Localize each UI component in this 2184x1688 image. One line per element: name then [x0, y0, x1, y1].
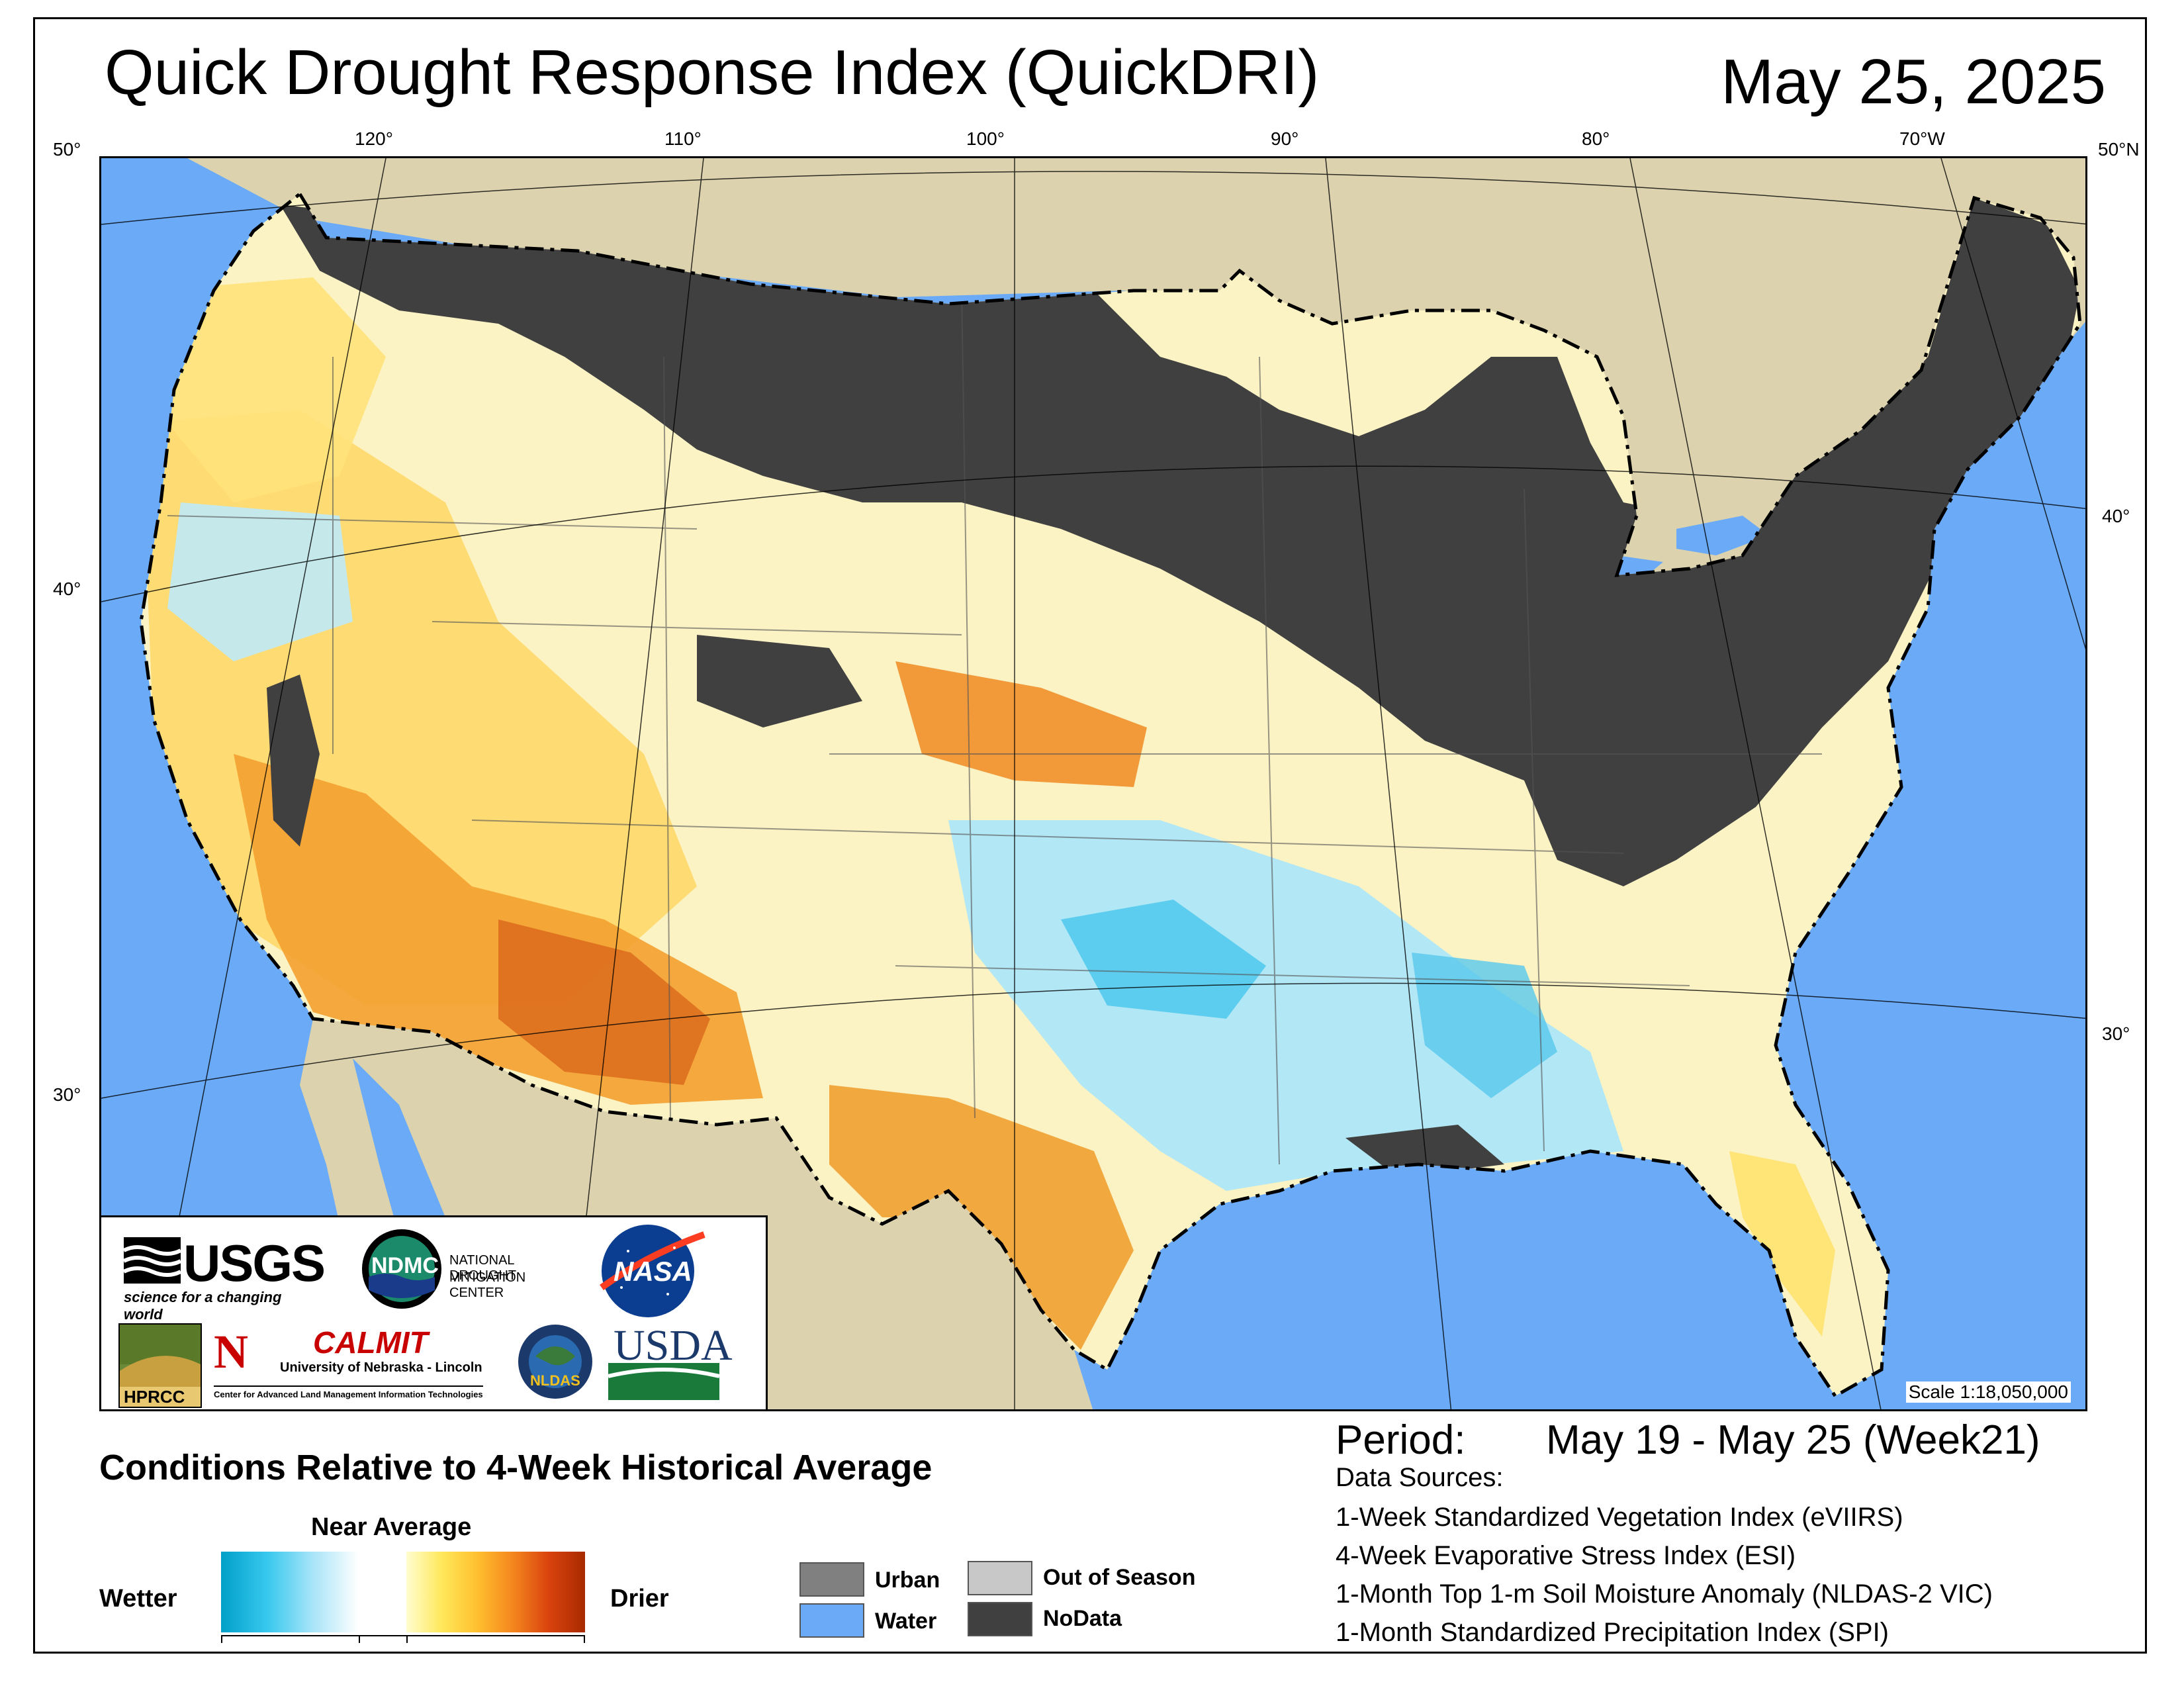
period-value: May 19 - May 25 (Week21): [1546, 1417, 2040, 1463]
drought-area-plains: [895, 661, 1147, 787]
data-source-item: 1-Week Standardized Vegetation Index (eV…: [1336, 1503, 1903, 1532]
legend-tick: [221, 1635, 222, 1643]
ndmc-seal-icon: [362, 1229, 441, 1309]
legend-label-water: Water: [875, 1609, 937, 1634]
legend-label-urban: Urban: [875, 1568, 940, 1593]
legend-tick: [584, 1635, 585, 1643]
drought-area-southwest-core: [498, 919, 710, 1085]
legend-swatch-water: [799, 1603, 864, 1638]
lon-label-70w: 70°W: [1899, 128, 1945, 149]
lat-label-50-left: 50°: [53, 139, 81, 160]
nodata-nevada-patch: [267, 675, 320, 847]
legend-wetter-ramp: [221, 1552, 359, 1632]
nasa-meatball-icon: [600, 1225, 705, 1317]
wet-area-mississippi: [1412, 953, 1557, 1098]
nldas-globe-icon: [518, 1325, 592, 1399]
nldas-wordmark: NLDAS: [530, 1372, 580, 1389]
lat-label-30-left: 30°: [53, 1084, 81, 1105]
legend-label-out-of-season: Out of Season: [1043, 1565, 1196, 1590]
ndmc-acronym: NDMC: [371, 1253, 439, 1278]
drought-area-texas: [829, 1085, 1134, 1350]
nodata-colorado-patch: [697, 635, 862, 727]
legend-label-nodata: NoData: [1043, 1606, 1122, 1631]
lat-label-50n-right: 50°N: [2098, 139, 2140, 160]
usgs-logo: USGS science for a changing world: [124, 1234, 326, 1323]
nldas-logo: NLDAS: [516, 1317, 595, 1407]
legend-near-average: Near Average: [311, 1513, 472, 1541]
legend-swatch-nodata: [968, 1602, 1032, 1636]
hprcc-landscape-icon: [120, 1325, 201, 1407]
lon-label-90: 90°: [1271, 128, 1299, 149]
legend-swatch-out-of-season: [968, 1561, 1032, 1595]
legend-axis: [221, 1635, 585, 1636]
hprcc-wordmark: HPRCC: [124, 1387, 185, 1407]
data-sources-label: Data Sources:: [1336, 1463, 1504, 1492]
lon-label-100: 100°: [966, 128, 1005, 149]
legend-wetter: Wetter: [99, 1585, 177, 1613]
legend-tick: [359, 1635, 360, 1643]
hprcc-logo: HPRCC: [118, 1323, 202, 1408]
nodata-north: [280, 198, 2080, 886]
calmit-fullname: Center for Advanced Land Management Info…: [214, 1385, 483, 1399]
lat-label-30-right: 30°: [2102, 1023, 2130, 1044]
ndmc-name-line1: NATIONAL DROUGHT: [449, 1253, 517, 1283]
nasa-logo: NASA: [595, 1221, 714, 1327]
drought-area-florida: [1729, 1151, 1835, 1336]
lon-label-80: 80°: [1582, 128, 1610, 149]
state-boundaries: [167, 290, 1822, 1165]
lat-label-40-right: 40°: [2102, 506, 2130, 526]
legend-tick: [406, 1635, 408, 1643]
calmit-university: University of Nebraska - Lincoln: [280, 1360, 482, 1375]
legend-swatch-urban: [799, 1562, 864, 1597]
usda-field-icon: [608, 1363, 719, 1400]
lon-label-110: 110°: [664, 128, 702, 149]
unl-n-icon: N: [214, 1325, 248, 1378]
ndmc-logo: NDMC NATIONAL DROUGHT MITIGATION CENTER: [359, 1227, 558, 1309]
wet-area-core: [1061, 900, 1266, 1019]
lat-label-40-left: 40°: [53, 579, 81, 599]
map-scale: Scale 1:18,050,000: [1905, 1382, 2071, 1403]
drought-map[interactable]: Scale 1:18,050,000: [99, 156, 2087, 1411]
data-source-item: 4-Week Evaporative Stress Index (ESI): [1336, 1541, 1796, 1570]
drought-area-northwest: [154, 277, 386, 502]
calmit-logo: N CALMIT University of Nebraska - Lincol…: [214, 1325, 492, 1407]
wet-area-oregon: [167, 502, 353, 661]
lon-label-120: 120°: [355, 128, 393, 149]
calmit-wordmark: CALMIT: [313, 1325, 428, 1360]
usda-logo: USDA: [608, 1321, 733, 1404]
partner-logos-panel: USGS science for a changing world NDMC N…: [99, 1215, 768, 1411]
usgs-wordmark: USGS: [183, 1234, 326, 1292]
usda-wordmark: USDA: [614, 1321, 733, 1370]
usgs-tagline: science for a changing world: [124, 1289, 282, 1323]
legend-title: Conditions Relative to 4-Week Historical…: [99, 1448, 933, 1487]
graticule: [101, 158, 2085, 1409]
legend-drier-ramp: [406, 1552, 585, 1632]
map-date: May 25, 2025: [1721, 46, 2106, 117]
figure-frame: [33, 17, 2147, 1654]
map-title: Quick Drought Response Index (QuickDRI): [105, 37, 1320, 108]
map-canvas: [101, 158, 2085, 1409]
data-source-item: 1-Month Top 1-m Soil Moisture Anomaly (N…: [1336, 1579, 1993, 1609]
legend-drier: Drier: [610, 1585, 669, 1613]
ndmc-name-line2: MITIGATION CENTER: [449, 1270, 526, 1300]
nasa-wordmark: NASA: [614, 1256, 693, 1287]
usgs-wave-icon: [124, 1237, 181, 1284]
period-label: Period:: [1336, 1417, 1466, 1463]
lake-ontario: [1676, 516, 1769, 555]
data-source-item: 1-Month Standardized Precipitation Index…: [1336, 1618, 1889, 1647]
